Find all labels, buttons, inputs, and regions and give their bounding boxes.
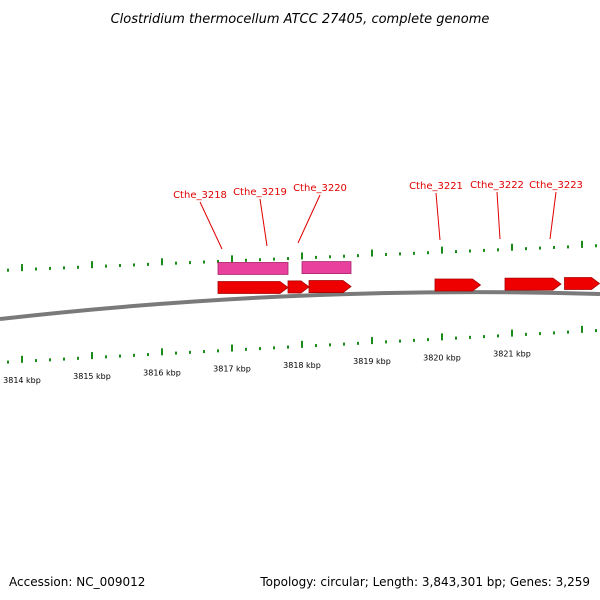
upper-tick-row <box>7 240 597 272</box>
gene-leader-line <box>496 191 501 240</box>
gene-arrow <box>287 280 310 294</box>
lower-tick-row <box>7 325 597 364</box>
gene-arrow <box>564 277 600 290</box>
accession-label: Accession: NC_009012 <box>9 575 145 589</box>
gene-leader-line <box>297 194 321 244</box>
gene-label: Cthe_3221 <box>409 181 463 192</box>
gene-leader-line <box>199 201 223 250</box>
gene-label: Cthe_3222 <box>470 180 524 191</box>
gene-label: Cthe_3220 <box>293 183 347 194</box>
gene-arrow <box>217 281 289 294</box>
gene-label: Cthe_3223 <box>529 180 583 191</box>
gene-arrow <box>504 277 562 291</box>
gene-leader-line <box>259 198 268 247</box>
genome-summary: Topology: circular; Length: 3,843,301 bp… <box>259 575 590 589</box>
gene-label: Cthe_3219 <box>233 187 287 198</box>
genome-backbone <box>0 290 600 321</box>
scale-labels: 3814 kbp 3815 kbp 3816 kbp 3817 kbp 3818 kbp… <box>3 350 531 385</box>
gene-block <box>301 261 352 274</box>
gene-arrow <box>308 280 352 293</box>
scale-label: 3821 kbp <box>493 350 531 359</box>
scale-label: 3817 kbp <box>213 365 251 374</box>
gene-block <box>217 262 289 275</box>
gene-arrow <box>434 278 482 292</box>
map-title: Clostridium thermocellum ATCC 27405, com… <box>111 12 490 27</box>
scale-label: 3814 kbp <box>3 376 41 385</box>
scale-label: 3819 kbp <box>353 357 391 366</box>
gene-features <box>217 261 600 294</box>
scale-label: 3815 kbp <box>73 372 111 381</box>
scale-label: 3816 kbp <box>143 368 181 377</box>
gene-leader-line <box>549 191 557 240</box>
gene-label: Cthe_3218 <box>173 190 227 201</box>
gene-leader-line <box>435 192 441 241</box>
scale-label: 3818 kbp <box>283 361 321 370</box>
scale-label: 3820 kbp <box>423 353 461 362</box>
gene-labels: Cthe_3218 Cthe_3219 Cthe_3220 Cthe_3221 Cthe… <box>173 180 583 250</box>
